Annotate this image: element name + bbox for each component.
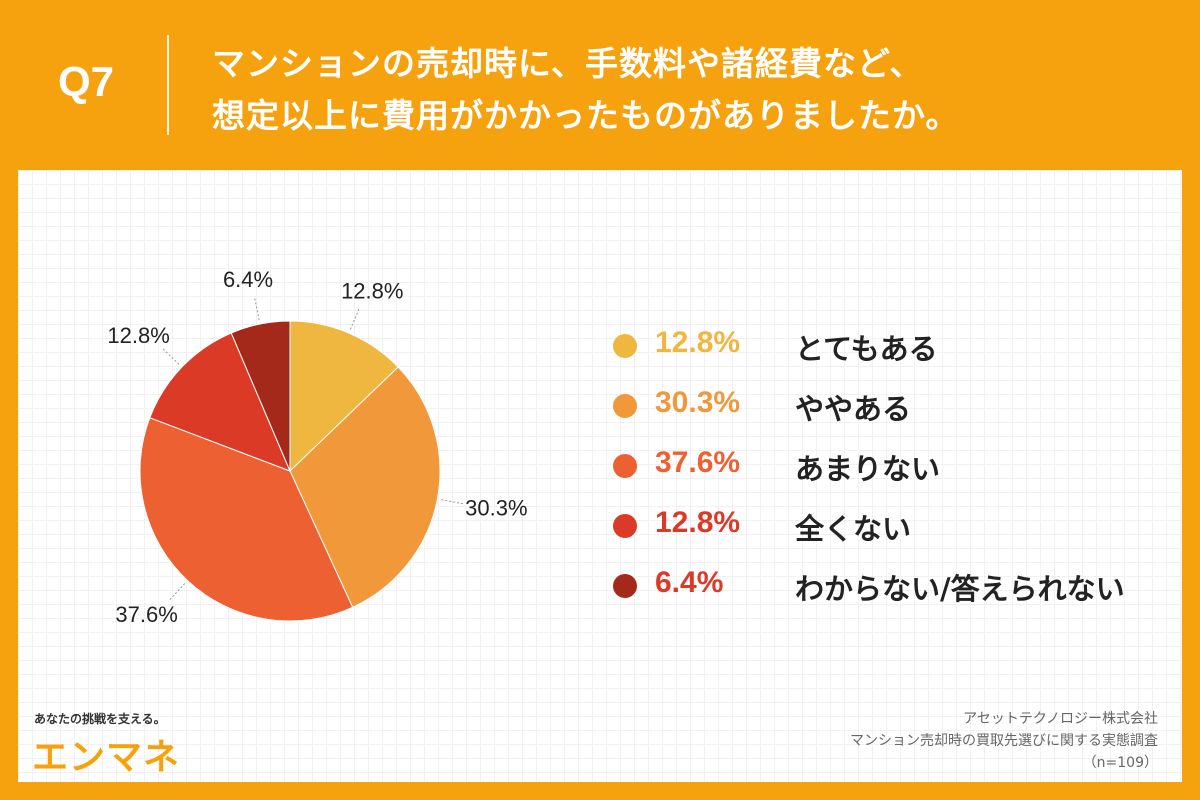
header: Q7 マンションの売却時に、手数料や諸経費など、 想定以上に費用がかかったものが… <box>0 0 1200 170</box>
logo-tagline: あなたの挑戦を支える。 <box>34 712 166 726</box>
source-company: アセットテクノロジー株式会社 <box>963 711 1158 727</box>
question-text: マンションの売却時に、手数料や諸経費など、 想定以上に費用がかかったものがありま… <box>212 38 959 142</box>
legend-percent: 30.3% <box>655 386 741 419</box>
brand-logo: エンマネ <box>32 737 181 778</box>
legend-percent: 6.4% <box>655 566 724 599</box>
pie-slice <box>139 417 354 622</box>
pie-slice <box>149 332 291 472</box>
legend-swatch <box>613 394 637 418</box>
legend-label: 全くない <box>795 512 912 546</box>
legend-percent: 37.6% <box>655 446 741 479</box>
legend-label: あまりない <box>795 452 941 486</box>
leader-line <box>169 583 186 600</box>
slice-percent-label: 12.8% <box>107 323 169 348</box>
source-survey: マンション売却時の買取先選びに関する実態調査 <box>850 733 1158 749</box>
source-note: アセットテクノロジー株式会社 マンション売却時の買取先選びに関する実態調査 （n… <box>850 708 1158 774</box>
slice-percent-label: 6.4% <box>223 267 273 292</box>
leader-line <box>441 499 464 505</box>
legend-label: ややある <box>795 392 912 426</box>
legend-swatch <box>613 334 637 358</box>
question-line-1: マンションの売却時に、手数料や諸経費など、 <box>212 44 924 83</box>
question-number: Q7 <box>58 58 115 105</box>
chart-panel: 12.8% 30.3% 37.6% 12.8% 6.4% 12.8% とてもある 30.… <box>18 170 1182 782</box>
pie-chart: 12.8% 30.3% 37.6% 12.8% 6.4% <box>107 267 527 627</box>
pie-slice <box>289 366 441 608</box>
question-line-2: 想定以上に費用がかかったものがありましたか。 <box>212 96 960 135</box>
pie-slice <box>289 320 399 473</box>
legend-label: わからない/答えられない <box>795 572 1125 606</box>
sample-size: （n=109） <box>1082 755 1158 771</box>
leader-line <box>254 298 260 321</box>
legend-swatch <box>613 574 637 598</box>
header-divider <box>167 35 169 135</box>
slice-percent-label: 12.8% <box>341 279 403 304</box>
legend-swatch <box>613 514 637 538</box>
legend-label: とてもある <box>795 332 938 366</box>
slice-percent-label: 30.3% <box>465 495 527 520</box>
leader-line <box>162 348 180 365</box>
legend-percent: 12.8% <box>655 506 741 539</box>
pie-slice <box>230 320 291 472</box>
slice-percent-label: 37.6% <box>115 602 177 627</box>
leader-line <box>349 308 360 330</box>
legend-swatch <box>613 454 637 478</box>
legend-percent: 12.8% <box>655 326 741 359</box>
